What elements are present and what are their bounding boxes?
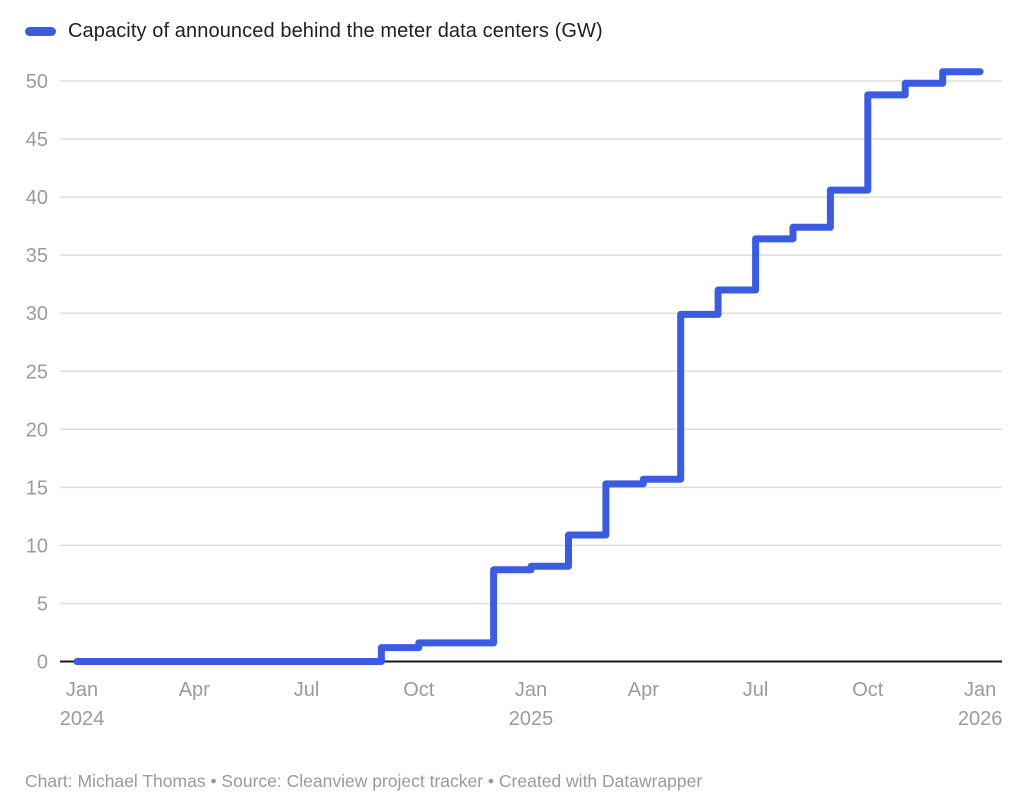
y-axis-tick-label: 35 (26, 245, 48, 267)
x-axis-tick-label: Jan (66, 679, 98, 701)
footer-credit: Chart: Michael Thomas • Source: Cleanvie… (25, 771, 703, 791)
y-axis-tick-label: 50 (26, 71, 48, 93)
x-axis-tick-label: Apr (628, 679, 659, 701)
x-axis-tick-label: Jan (964, 679, 996, 701)
y-axis-tick-label: 5 (37, 593, 48, 615)
y-axis-tick-label: 25 (26, 361, 48, 383)
y-axis-tick-label: 45 (26, 129, 48, 151)
y-axis-tick-label: 40 (26, 187, 48, 209)
x-axis-tick-label: Jul (743, 679, 769, 701)
y-axis-tick-label: 10 (26, 535, 48, 557)
y-axis-tick-label: 0 (37, 652, 48, 674)
x-axis-tick-label: Jul (294, 679, 320, 701)
legend-label: Capacity of announced behind the meter d… (68, 20, 603, 42)
x-axis-year-label: 2025 (509, 708, 554, 730)
legend: Capacity of announced behind the meter d… (25, 19, 603, 43)
x-axis-tick-label: Oct (403, 679, 435, 701)
legend-line-swatch (25, 26, 56, 36)
y-axis-tick-label: 20 (26, 419, 48, 441)
y-axis-tick-label: 30 (26, 303, 48, 325)
x-axis-year-label: 2026 (958, 708, 1003, 730)
y-axis-tick-label: 15 (26, 477, 48, 499)
x-axis-tick-label: Jan (515, 679, 547, 701)
x-axis-year-label: 2024 (60, 708, 105, 730)
step-line-series (73, 68, 984, 665)
x-axis-tick-label: Oct (852, 679, 884, 701)
x-axis-tick-label: Apr (179, 679, 210, 701)
